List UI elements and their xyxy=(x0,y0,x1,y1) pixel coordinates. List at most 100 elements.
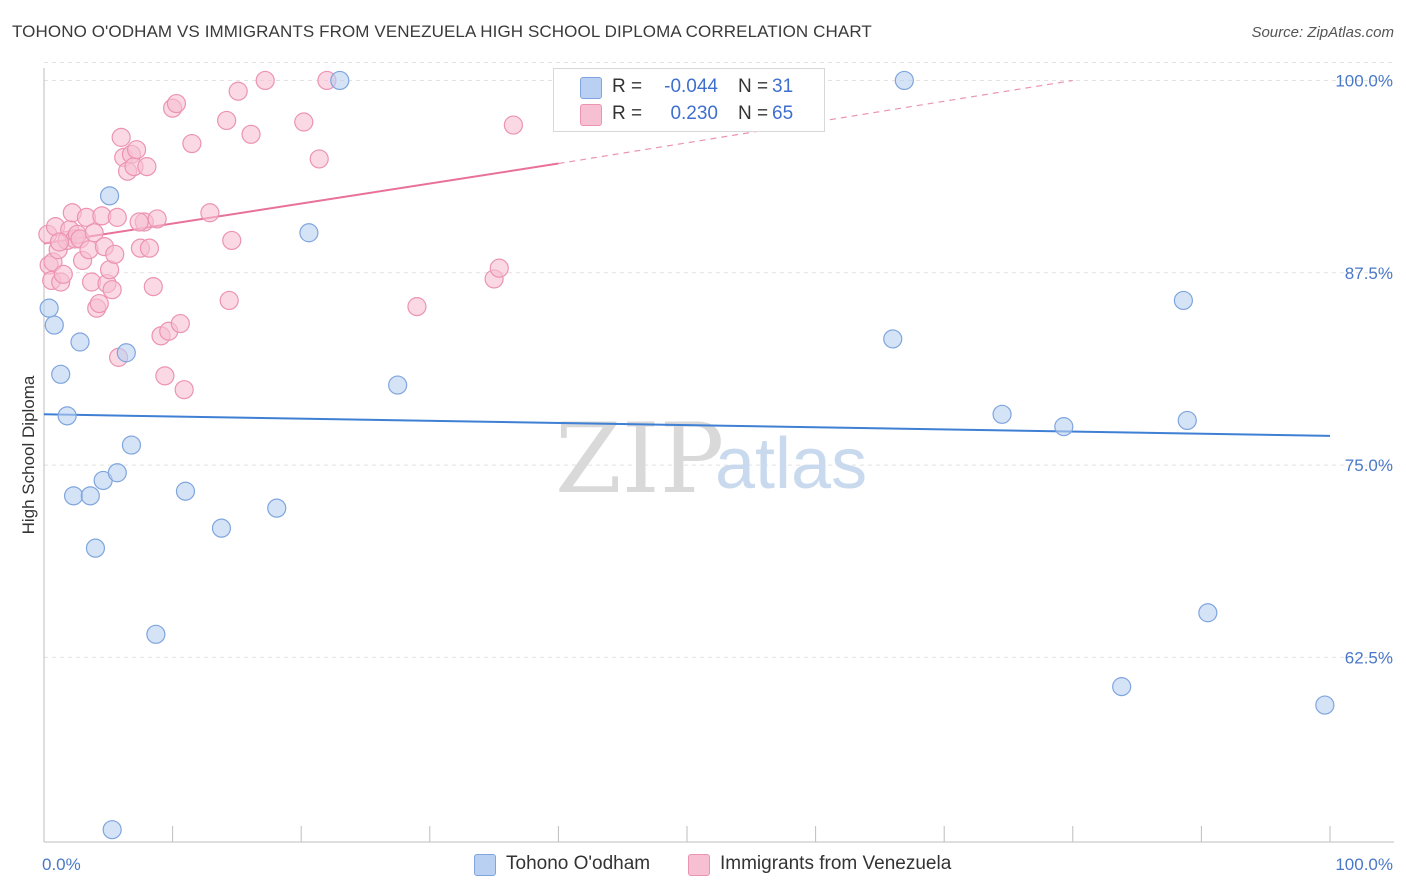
y-tick-label: 87.5% xyxy=(1345,264,1393,283)
trend-line-tohono xyxy=(43,413,1331,437)
legend-r-label: R = xyxy=(612,76,643,97)
point-tohono xyxy=(80,486,100,506)
axis-layer xyxy=(43,68,1394,843)
point-tohono xyxy=(299,223,319,243)
point-tohono xyxy=(39,298,59,318)
point-tohono xyxy=(1112,677,1132,697)
legend-row-venezuela: R = 0.230 N = 65 xyxy=(554,101,824,129)
point-venezuela xyxy=(105,244,125,264)
point-venezuela xyxy=(79,240,99,260)
point-tohono xyxy=(121,435,142,455)
legend-swatch-pink xyxy=(580,104,602,126)
point-venezuela xyxy=(89,293,109,314)
point-tohono xyxy=(1315,695,1335,715)
y-tick-label: 62.5% xyxy=(1345,648,1393,667)
point-venezuela xyxy=(309,149,329,169)
point-tohono xyxy=(1177,410,1197,431)
point-tohono xyxy=(102,820,122,840)
points-layer xyxy=(38,70,1335,840)
point-venezuela xyxy=(241,124,261,144)
point-tohono xyxy=(883,329,903,349)
legend-r-value: -0.044 xyxy=(664,76,718,97)
trend-extension-venezuela xyxy=(558,79,1073,165)
point-venezuela xyxy=(137,157,157,177)
legend-swatch-pink xyxy=(688,854,710,876)
series-legend: Tohono O'odham Immigrants from Venezuela xyxy=(0,852,1406,878)
point-tohono xyxy=(894,70,914,91)
point-venezuela xyxy=(53,264,73,284)
point-tohono xyxy=(1173,290,1193,311)
point-venezuela xyxy=(182,133,202,154)
point-venezuela xyxy=(84,223,104,243)
point-tohono xyxy=(267,498,287,518)
point-tohono xyxy=(1054,417,1074,437)
grid-layer xyxy=(44,61,1394,658)
point-tohono xyxy=(99,186,120,206)
point-tohono xyxy=(175,481,196,501)
point-venezuela xyxy=(503,115,523,135)
chart-title: TOHONO O'ODHAM VS IMMIGRANTS FROM VENEZU… xyxy=(12,22,872,41)
point-venezuela xyxy=(219,290,239,311)
point-venezuela xyxy=(126,140,147,160)
legend-n-label: N = xyxy=(738,103,769,124)
point-venezuela xyxy=(294,112,314,132)
legend-n-label: N = xyxy=(738,76,769,97)
point-tohono xyxy=(116,343,136,363)
y-axis-label: High School Diploma xyxy=(19,375,38,534)
point-venezuela xyxy=(129,212,149,232)
point-venezuela xyxy=(407,297,427,317)
trend-line-venezuela xyxy=(43,162,559,245)
legend-r-label: R = xyxy=(612,103,643,124)
point-tohono xyxy=(211,518,232,538)
point-venezuela xyxy=(155,366,175,386)
x-tick-label-min: 0.0% xyxy=(42,855,81,874)
legend-swatch-blue xyxy=(580,77,602,99)
correlation-legend: R = -0.044 N = 31 R = 0.230 N = 65 xyxy=(553,68,825,132)
point-venezuela xyxy=(170,313,190,334)
point-venezuela xyxy=(139,238,160,258)
y-tick-label: 100.0% xyxy=(1335,71,1393,90)
legend-n-value: 31 xyxy=(772,76,794,97)
point-venezuela xyxy=(147,209,167,229)
point-tohono xyxy=(1198,603,1218,623)
point-tohono xyxy=(388,375,408,395)
point-venezuela xyxy=(143,277,163,297)
point-venezuela xyxy=(102,280,122,300)
point-tohono xyxy=(70,332,90,352)
point-venezuela xyxy=(200,203,220,223)
label-layer: 62.5% 75.0% 87.5% 100.0% 0.0% 100.0% High Scho… xyxy=(19,71,1393,874)
legend-row-tohono: R = -0.044 N = 31 xyxy=(554,74,824,102)
point-venezuela xyxy=(174,380,194,400)
point-tohono xyxy=(63,486,84,506)
trend-layer xyxy=(43,79,1331,437)
point-venezuela xyxy=(166,93,187,114)
point-venezuela xyxy=(107,207,127,227)
y-tick-label: 75.0% xyxy=(1345,456,1393,475)
point-tohono xyxy=(57,406,77,426)
legend-n-value: 65 xyxy=(772,103,794,124)
x-tick-label-max: 100.0% xyxy=(1335,855,1393,874)
legend-r-value: 0.230 xyxy=(670,103,718,124)
legend-label-venezuela: Immigrants from Venezuela xyxy=(720,853,952,874)
watermark-zip: ZIP xyxy=(555,403,724,515)
legend-label-tohono: Tohono O'odham xyxy=(506,853,651,874)
point-venezuela xyxy=(228,81,248,101)
point-venezuela xyxy=(255,70,275,91)
point-venezuela xyxy=(49,232,70,252)
point-tohono xyxy=(85,538,106,558)
source-label: Source: ZipAtlas.com xyxy=(1251,24,1394,41)
point-venezuela xyxy=(111,127,131,147)
legend-swatch-blue xyxy=(474,854,496,876)
point-venezuela xyxy=(217,110,237,131)
point-venezuela xyxy=(489,258,509,278)
point-tohono xyxy=(330,70,350,91)
point-tohono xyxy=(992,404,1012,424)
point-tohono xyxy=(107,463,127,483)
point-tohono xyxy=(44,315,64,335)
point-tohono xyxy=(51,364,71,384)
point-venezuela xyxy=(222,230,242,251)
point-tohono xyxy=(146,624,166,644)
watermark-atlas: atlas xyxy=(715,424,867,504)
watermark: ZIP atlas xyxy=(555,403,867,515)
